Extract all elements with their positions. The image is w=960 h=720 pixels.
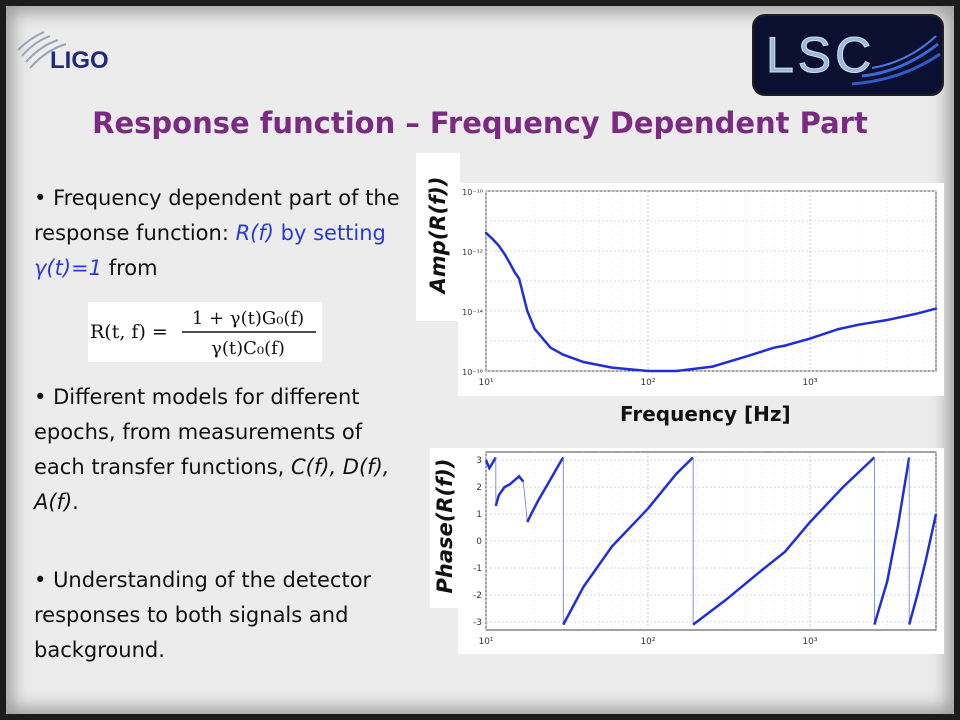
phase-segment <box>907 513 938 625</box>
amp-data-point <box>533 327 536 331</box>
amp-ytick-label: 10⁻¹⁰ <box>462 188 483 197</box>
amp-data-point <box>526 309 529 313</box>
amp-data-point <box>484 231 488 235</box>
bullet-response-function: • Frequency dependent part of the respon… <box>34 186 400 280</box>
lsc-logo: LSC <box>752 14 944 96</box>
formula-denominator: γ(t)C₀(f) <box>211 338 285 359</box>
phase-xtick-label: 10¹ <box>478 637 493 647</box>
ligo-text: LIGO <box>50 47 109 72</box>
lsc-text: LSC <box>766 27 875 83</box>
bullet3-text: Understanding of the detector responses … <box>34 568 372 662</box>
bullet2-text: Different models for different epochs, f… <box>34 385 363 479</box>
phase-ytick-label: -2 <box>473 591 482 601</box>
amp-data-point <box>675 369 678 373</box>
amp-data-point <box>582 360 585 364</box>
amp-data-point <box>934 307 938 310</box>
bullet1-gamma: γ(t)=1 <box>34 256 103 280</box>
phase-wrap-line <box>522 481 528 523</box>
amp-data-point <box>914 312 917 316</box>
phase-ylabel: Phase(R(f)) <box>433 458 457 594</box>
frequency-xlabel: Frequency [Hz] <box>620 402 791 426</box>
amp-data-point <box>549 346 552 349</box>
amp-ticks: 10¹ 10² 10³ 10⁻¹⁰ 10⁻¹² 10⁻¹⁴ 10⁻¹⁶ <box>462 188 818 388</box>
amp-data-point <box>711 365 714 368</box>
phase-ytick-label: 3 <box>476 456 482 466</box>
bullet2-end: . <box>72 490 79 514</box>
phase-ytick-label: 2 <box>476 483 482 493</box>
amp-data-point <box>857 323 860 326</box>
amplitude-chart: 10¹ 10² 10³ 10⁻¹⁰ 10⁻¹² 10⁻¹⁴ 10⁻¹⁶ <box>458 183 944 396</box>
amp-data-point <box>503 252 506 256</box>
phase-segment <box>526 456 565 523</box>
bullet-understanding: • Understanding of the detector response… <box>34 568 372 662</box>
phase-ytick-label: 1 <box>476 510 482 520</box>
amp-xtick-label: 10² <box>640 378 655 388</box>
phase-segment <box>692 456 876 626</box>
amp-data-point <box>491 237 494 241</box>
amp-xtick-label: 10¹ <box>478 378 493 388</box>
formula-numerator: 1 + γ(t)G₀(f) <box>192 308 304 329</box>
phase-ytick-label: 0 <box>476 537 482 547</box>
phase-ytick-label: -3 <box>473 618 482 628</box>
slide-title: Response function – Frequency Dependent … <box>92 106 868 140</box>
amp-ytick-label: 10⁻¹⁴ <box>462 308 483 317</box>
amp-data-point <box>837 327 840 331</box>
amp-data-point <box>562 353 565 356</box>
amp-ytick-label: 10⁻¹² <box>462 248 483 257</box>
amp-grid <box>485 190 937 372</box>
amp-data-point <box>783 344 787 347</box>
phase-xtick-label: 10² <box>640 637 655 647</box>
phase-segment <box>873 457 911 625</box>
ligo-logo: LIGO <box>17 31 109 72</box>
amp-data-point <box>772 346 776 349</box>
amp-ylabel-box: Amp(R(f)) <box>416 153 460 321</box>
phase-segment <box>484 456 497 471</box>
amp-data-point <box>513 270 516 274</box>
phase-ticks: 3 2 1 0 -1 -2 -3 10¹ 10² 10³ <box>473 456 818 647</box>
amp-data-point <box>508 261 511 265</box>
amp-data-point <box>744 355 747 358</box>
phase-grid <box>485 451 937 631</box>
phase-ytick-label: -1 <box>473 564 482 574</box>
phase-segment <box>494 474 525 507</box>
amp-data-point <box>610 366 614 369</box>
bullet-models: • Different models for different epochs,… <box>34 385 390 514</box>
amp-ylabel: Amp(R(f)) <box>426 176 450 294</box>
bullet1-text: Frequency dependent part of the response… <box>34 186 400 245</box>
formula-lhs: R(t, f) = <box>90 321 168 343</box>
phase-xtick-label: 10³ <box>802 637 817 647</box>
amp-data-point <box>646 369 650 373</box>
phase-series <box>484 456 938 626</box>
amp-data-point <box>497 244 501 247</box>
amp-xtick-label: 10³ <box>802 378 817 388</box>
bullet1-by-setting: by setting <box>273 221 386 245</box>
bullet1-from: from <box>102 256 158 280</box>
phase-chart: 3 2 1 0 -1 -2 -3 10¹ 10² 10³ <box>458 448 944 654</box>
amp-data-point <box>808 337 812 340</box>
bullet2-funcs: C(f), D(f), A(f) <box>34 455 390 514</box>
phase-ylabel-box: Phase(R(f)) <box>430 448 460 608</box>
phase-segment <box>562 456 694 626</box>
bullet1-rf: R(f) <box>235 221 274 245</box>
response-formula: R(t, f) = 1 + γ(t)G₀(f) γ(t)C₀(f) <box>88 302 322 362</box>
amp-ytick-label: 10⁻¹⁶ <box>462 368 483 377</box>
amp-data-point <box>517 277 521 280</box>
amp-data-point <box>886 318 889 322</box>
